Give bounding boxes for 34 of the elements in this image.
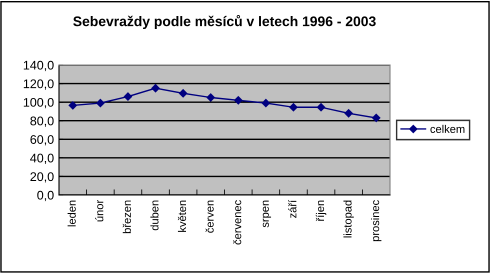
point [68,101,77,110]
point [96,98,105,108]
point [344,109,353,118]
legend-label: celkem [430,124,464,133]
y-tick-label: 140,0 [24,60,54,72]
point [151,84,160,92]
y-tick-label: 80,0 [30,116,54,127]
chart-title: Sebevraždy podle měsíců v letech 1996 - 2003 [73,14,376,29]
x-tick-label: červen [205,200,214,233]
y-tick-label: 20,0 [30,172,54,183]
x-tick-label: leden [68,200,76,226]
x-tick-label: listopad [343,200,354,238]
y-tick-label: 0,0 [37,190,54,202]
point [316,103,326,112]
y-tick-label: 120,0 [24,79,54,90]
x-tick-label: květen [178,200,186,232]
point [234,96,242,104]
x-tick-label: únor [95,200,104,222]
y-tick-label: 40,0 [30,154,54,164]
point [262,98,270,108]
point [289,103,298,112]
x-tick-label: červenec [233,200,242,244]
x-tick-label: březen [122,200,131,234]
x-tick-label: srpen [262,200,272,228]
x-tick-label: září [288,200,296,218]
y-tick-label: 100,0 [24,98,54,108]
x-tick-label: prosinec [371,200,382,242]
point [124,92,132,101]
x-tick-label: duben [150,200,159,230]
point [206,93,215,102]
point [178,89,188,98]
y-tick-label: 60,0 [30,135,54,146]
x-tick-label: říjen [316,200,326,222]
point [372,114,380,122]
